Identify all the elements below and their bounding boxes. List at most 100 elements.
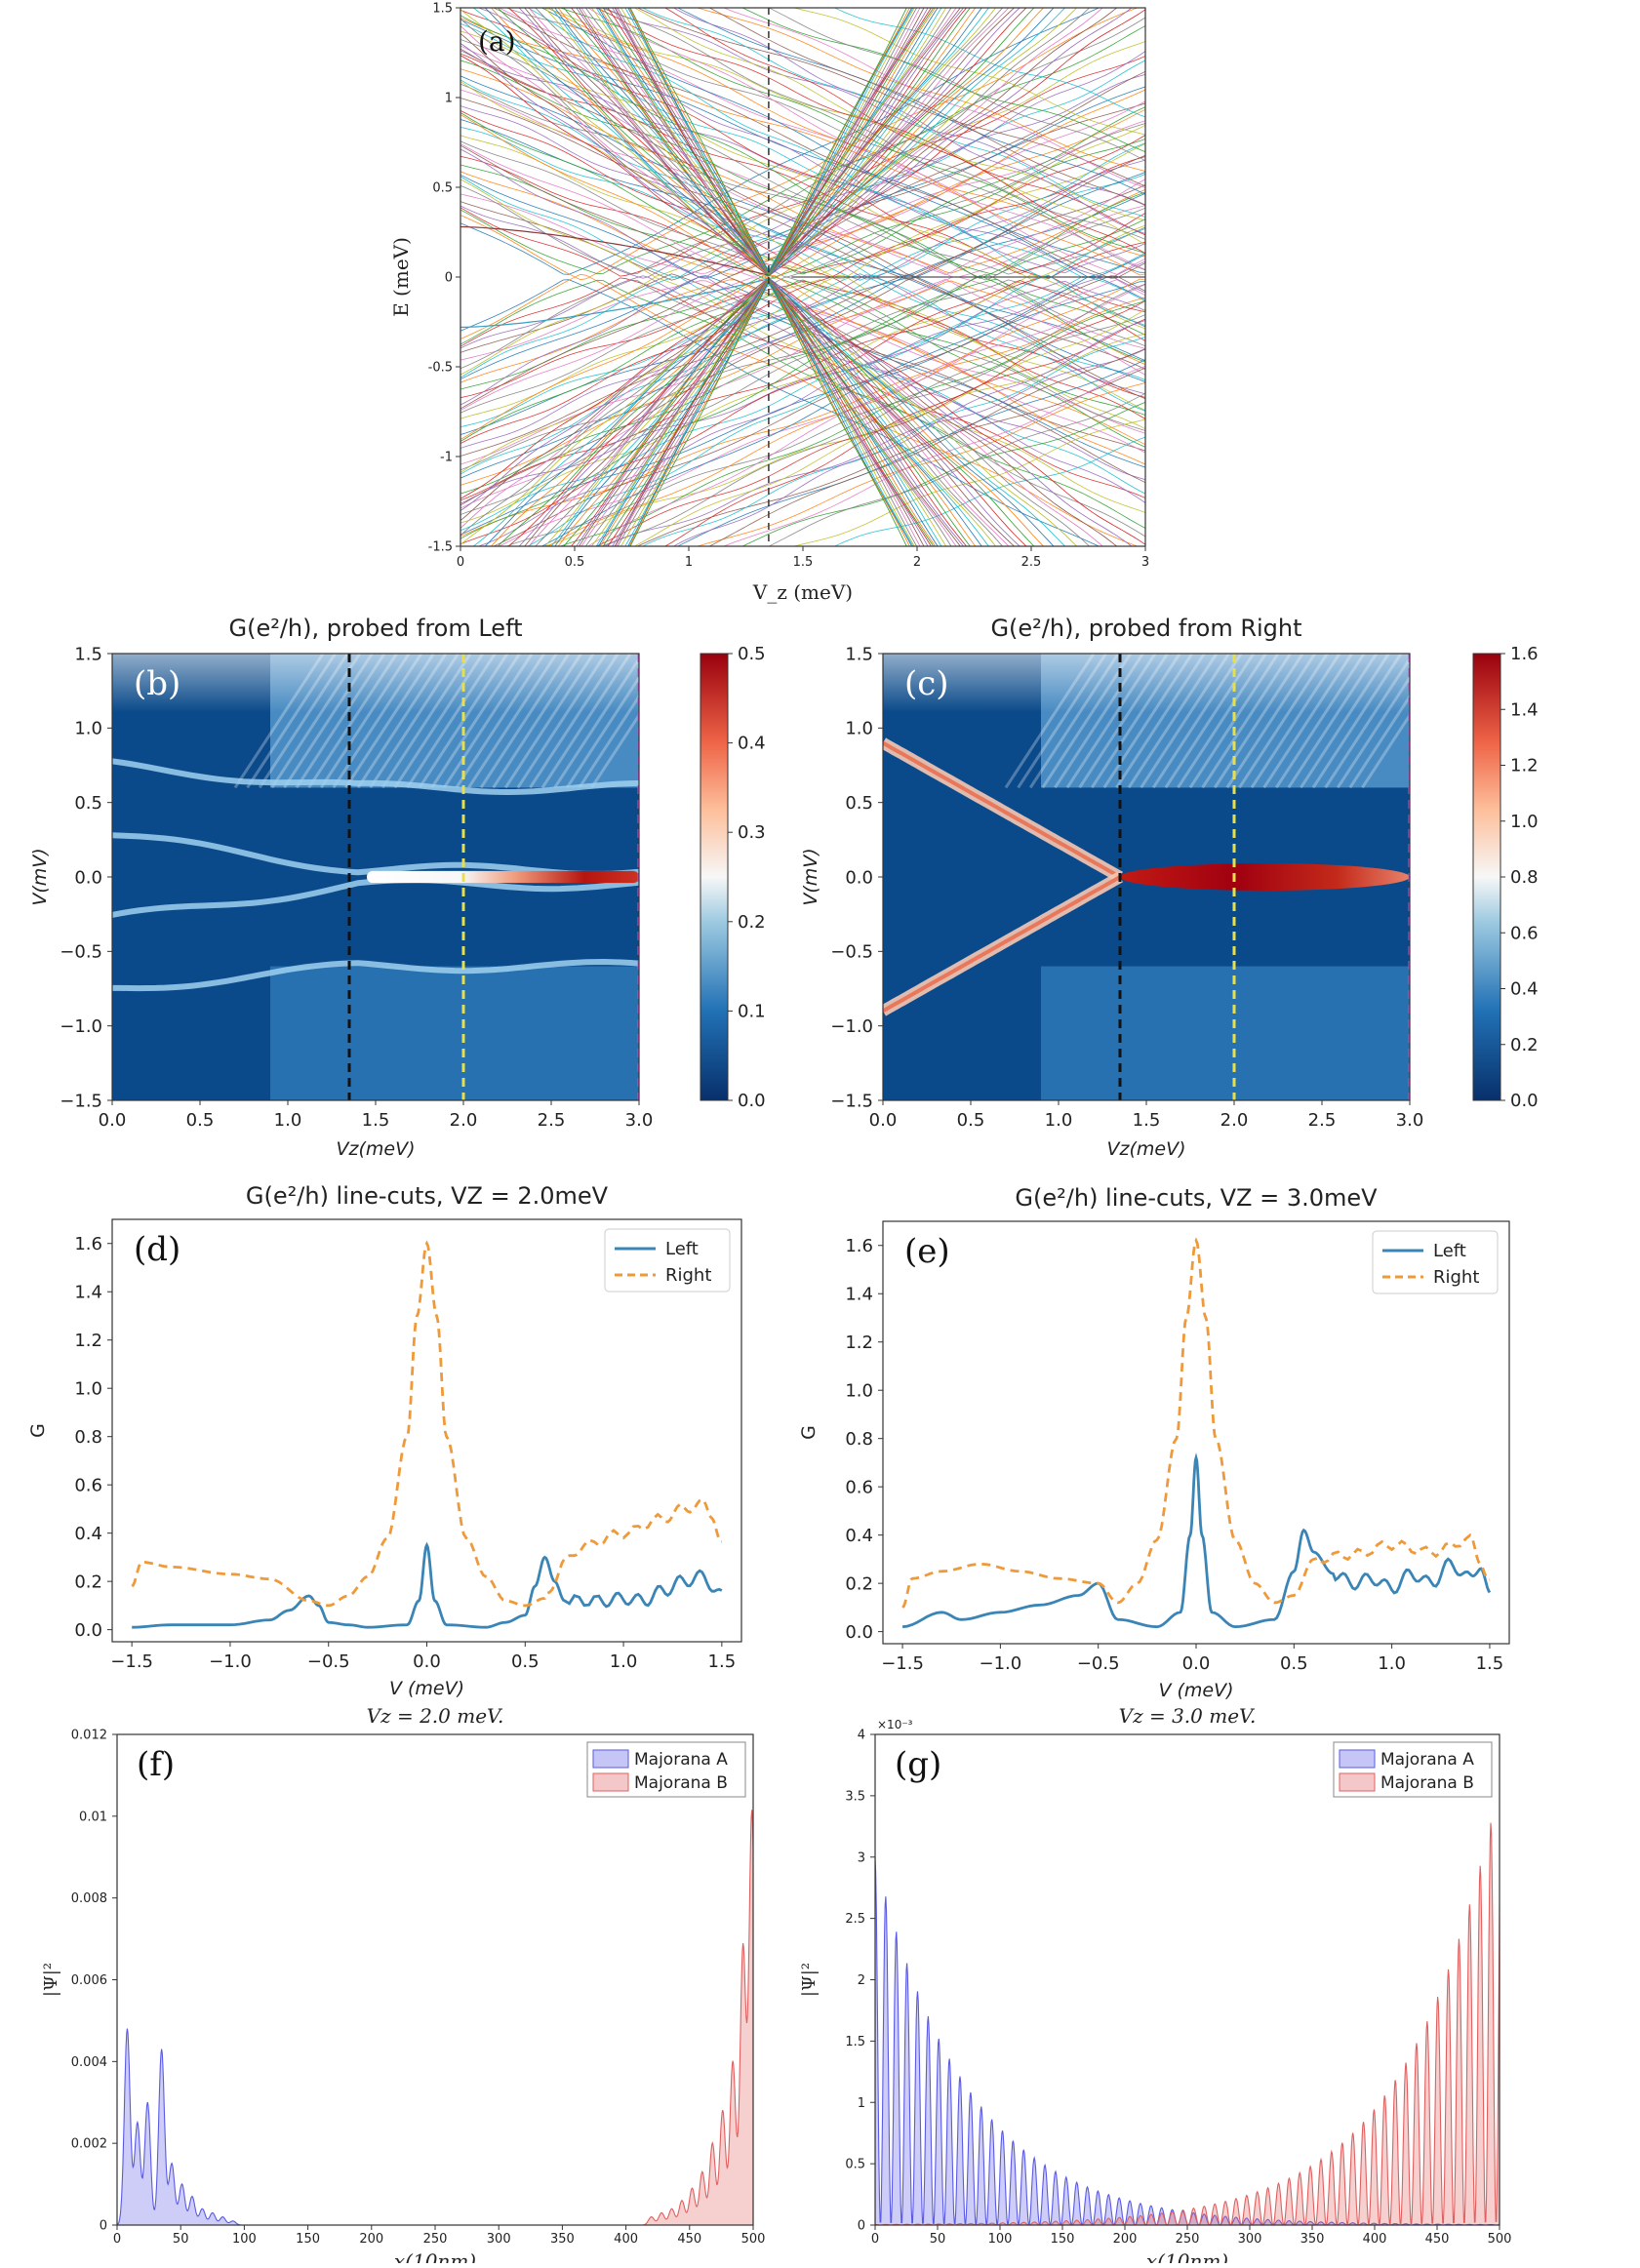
panel-g-yaxis-tick-label: 4 bbox=[858, 1729, 865, 1743]
colorbar-tick-label: 0.2 bbox=[738, 912, 766, 933]
energy-level-line bbox=[792, 418, 1145, 546]
panel-f-xaxis-tick-label: 50 bbox=[173, 2232, 189, 2247]
energy-level-line bbox=[507, 282, 1027, 546]
energy-level-line bbox=[460, 9, 1145, 276]
energy-level-line bbox=[460, 275, 1145, 504]
energy-level-line bbox=[477, 8, 1145, 273]
panel-e-yaxis-tick-label: 0.2 bbox=[845, 1573, 873, 1594]
panel-e-yaxis-tick-label: 1.0 bbox=[845, 1381, 873, 1402]
energy-level-line bbox=[460, 8, 1078, 272]
energy-level-line bbox=[563, 278, 971, 546]
panel-f-xaxis-tick-label: 350 bbox=[550, 2232, 575, 2247]
energy-level-line bbox=[563, 8, 971, 276]
panel-e-yaxis-tick-label: 0.0 bbox=[845, 1622, 873, 1643]
heatmap-stripe bbox=[1336, 674, 1410, 789]
chart-layer: 0 0.5 1 1.5 2 2.5 3 1.5 1 0.5 0 -0.5 -1 -1.5 (a) V_z (m… bbox=[27, 2, 1539, 2268]
energy-level-line bbox=[460, 86, 1145, 279]
panel-b-xaxis-tick-label: 1.0 bbox=[274, 1110, 302, 1131]
energy-level-line bbox=[460, 273, 1139, 546]
energy-level-line bbox=[460, 276, 1145, 444]
series-left-line bbox=[132, 1541, 723, 1629]
energy-level-line bbox=[460, 73, 1145, 279]
panel-b-yaxis-tick-label: 1.5 bbox=[74, 644, 102, 664]
energy-level-line bbox=[641, 337, 1145, 546]
panel-d-xaxis-tick-label: −1.5 bbox=[110, 1651, 153, 1672]
energy-level-line bbox=[460, 279, 1145, 545]
energy-level-line bbox=[633, 8, 1145, 246]
colorbar-tick-label: 0.1 bbox=[738, 1001, 766, 1021]
panel-e-xaxis-tick-label: 0.0 bbox=[1182, 1653, 1211, 1674]
legend-label: Majorana B bbox=[634, 1773, 728, 1793]
energy-level-line bbox=[460, 279, 1100, 546]
heatmap-stripe bbox=[1361, 712, 1410, 789]
panel-c-title: G(e²/h), probed from Right bbox=[990, 615, 1301, 642]
panel-g-yaxis-tick-label: 3.5 bbox=[845, 1789, 865, 1804]
panel-g-yaxis-tick-label: 0 bbox=[858, 2219, 865, 2234]
panel-e-yaxis-tick-label: 0.6 bbox=[845, 1477, 873, 1497]
zero-bias-peak bbox=[367, 870, 639, 884]
energy-level-line bbox=[497, 280, 1035, 546]
energy-level-line bbox=[505, 8, 1145, 240]
energy-level-line bbox=[578, 8, 961, 273]
energy-level-line bbox=[460, 281, 1145, 536]
energy-level-line bbox=[460, 8, 1100, 275]
energy-level-line bbox=[540, 8, 1145, 279]
energy-level-line bbox=[498, 284, 1145, 546]
energy-level-line bbox=[460, 119, 1145, 277]
closing-branch-core bbox=[883, 740, 1121, 879]
panel-g-xaxis-tick-label: 150 bbox=[1051, 2232, 1075, 2247]
panel-f-yaxis-tick-label: 0.002 bbox=[71, 2137, 107, 2152]
panel-f-ylabel: |Ψ|² bbox=[41, 1963, 61, 1997]
panel-e-yaxis-tick-label: 0.8 bbox=[845, 1429, 873, 1450]
energy-level-line bbox=[641, 8, 1145, 218]
energy-level-line bbox=[636, 367, 1145, 546]
energy-level-line bbox=[628, 277, 910, 546]
colorbar-tick-label: 0.2 bbox=[1510, 1035, 1539, 1055]
panel-d-xaxis-tick-label: 0.5 bbox=[511, 1651, 540, 1672]
panel-g-yaxis-tick-label: 3 bbox=[858, 1850, 865, 1865]
panel-b-letter: (b) bbox=[134, 664, 180, 703]
energy-level-line bbox=[768, 392, 1145, 546]
legend-box bbox=[1333, 1741, 1493, 1798]
energy-level-line bbox=[587, 279, 1145, 546]
energy-level-line bbox=[460, 280, 1145, 399]
energy-level-line bbox=[628, 8, 910, 277]
colorbar-tick-label: 0.3 bbox=[738, 822, 766, 843]
panel-d-xlabel: V (meV) bbox=[389, 1678, 464, 1699]
panel-b-xaxis-tick-label: 0.0 bbox=[99, 1110, 127, 1131]
energy-level-line bbox=[627, 8, 913, 274]
panel-c-xaxis-tick-label: 2.5 bbox=[1308, 1110, 1337, 1131]
energy-level-line bbox=[672, 8, 1145, 234]
series-right-line bbox=[901, 1237, 1491, 1609]
energy-level-line bbox=[559, 8, 1145, 255]
energy-level-line bbox=[460, 17, 1145, 258]
legend-swatch bbox=[1339, 1772, 1376, 1792]
energy-level-line bbox=[460, 277, 1133, 546]
panel-d-xaxis-tick-label: 1.5 bbox=[708, 1651, 737, 1672]
panel-a-yaxis-tick-label: 1.5 bbox=[432, 2, 453, 17]
energy-level-line bbox=[676, 8, 1145, 195]
energy-level-line bbox=[460, 275, 1145, 468]
panel-b-title: G(e²/h), probed from Left bbox=[228, 615, 522, 642]
energy-level-line bbox=[633, 308, 1145, 546]
panel-g-title: Vz = 3.0 meV. bbox=[1119, 1704, 1257, 1728]
panel-b-heatmap bbox=[112, 654, 639, 1100]
energy-level-line bbox=[472, 8, 1066, 275]
panel-f-letter: (f) bbox=[137, 1745, 175, 1784]
panel-f-yaxis-tick-label: 0.006 bbox=[71, 1973, 107, 1988]
energy-level-line bbox=[497, 8, 1035, 274]
energy-level-line bbox=[460, 276, 1145, 503]
legend-label: Majorana A bbox=[1380, 1750, 1474, 1770]
energy-level-line bbox=[540, 275, 1145, 546]
energy-level-line bbox=[460, 110, 1145, 278]
energy-level-line bbox=[460, 277, 1145, 435]
energy-level-line bbox=[460, 277, 1145, 498]
panel-f-xaxis-tick-label: 500 bbox=[741, 2232, 766, 2247]
energy-level-line bbox=[584, 8, 952, 273]
panel-g-xlabel: x(10nm) bbox=[1146, 2249, 1228, 2263]
energy-level-line bbox=[498, 8, 1145, 270]
energy-level-line bbox=[460, 89, 1145, 280]
energy-level-line bbox=[663, 299, 1145, 546]
panel-f-xaxis-tick-label: 450 bbox=[677, 2232, 701, 2247]
panel-g-xaxis-tick-label: 50 bbox=[930, 2232, 946, 2247]
